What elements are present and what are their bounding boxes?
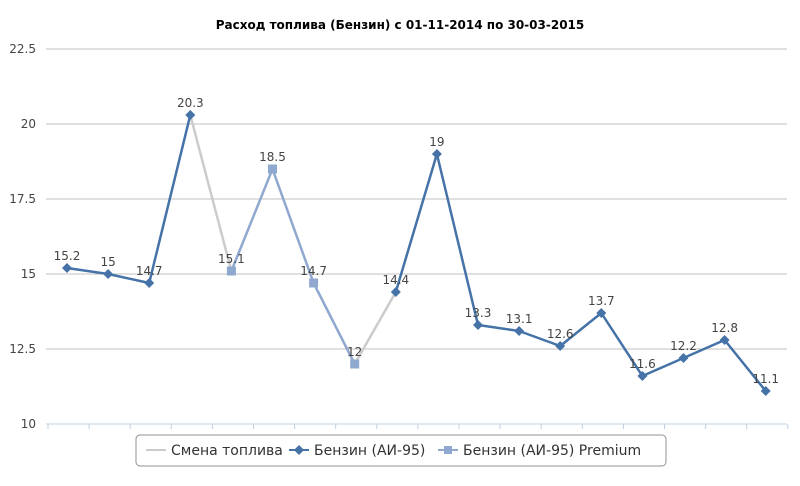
data-point-diamond <box>596 308 607 318</box>
series-lines <box>66 114 767 392</box>
data-point-square <box>268 164 277 174</box>
data-label: 15.2 <box>54 249 81 263</box>
data-point-diamond <box>185 110 196 120</box>
data-point-diamond <box>719 335 730 345</box>
square-marker-icon <box>444 446 452 454</box>
data-label: 13.3 <box>465 306 492 320</box>
data-label: 13.7 <box>588 294 615 308</box>
data-label: 14.7 <box>136 264 163 278</box>
y-tick-label: 22.5 <box>9 42 36 56</box>
legend-box <box>135 434 667 467</box>
data-label: 15 <box>100 255 115 269</box>
data-label: 20.3 <box>177 96 204 110</box>
data-point-diamond <box>637 371 648 381</box>
data-point-square <box>309 278 319 288</box>
data-point-diamond <box>678 353 689 363</box>
data-labels: 15.2 15 14.7 20.3 15.1 18.5 14.7 12 14.4 19 13.3 13… <box>54 96 779 386</box>
data-label: 12.8 <box>711 321 738 335</box>
data-label: 19 <box>429 135 444 149</box>
data-label: 13.1 <box>506 312 533 326</box>
y-axis: 10 12.5 15 17.5 20 22.5 <box>9 42 36 431</box>
data-point-square <box>350 359 360 369</box>
data-point-diamond <box>390 287 401 297</box>
data-label: 11.6 <box>629 357 656 371</box>
legend-item-fuel-change[interactable]: Смена топлива <box>146 443 283 459</box>
series-line-2 <box>230 167 356 365</box>
data-point-square <box>226 266 236 276</box>
data-label: 12 <box>347 345 362 359</box>
y-tick-label: 12.5 <box>9 342 36 356</box>
series-markers <box>62 110 771 396</box>
diamond-marker-icon <box>294 445 304 455</box>
data-label: 15.1 <box>218 252 245 266</box>
series-line-1 <box>394 152 767 392</box>
legend: Смена топлива Бензин (АИ-95) Бензин (АИ-… <box>135 434 667 467</box>
data-point-diamond <box>473 320 483 330</box>
x-axis <box>46 423 789 429</box>
data-label: 14.4 <box>382 273 409 287</box>
legend-item-ai95[interactable]: Бензин (АИ-95) <box>289 443 425 459</box>
data-point-diamond <box>62 263 72 273</box>
data-label: 14.7 <box>300 264 327 278</box>
y-tick-label: 20 <box>21 117 36 131</box>
legend-label-ai95: Бензин (АИ-95) <box>314 443 425 459</box>
series-line-1 <box>66 114 192 285</box>
data-label: 12.6 <box>547 327 574 341</box>
data-label: 11.1 <box>752 372 779 386</box>
grid-lines <box>46 48 787 350</box>
data-point-diamond <box>103 269 114 279</box>
data-label: 18.5 <box>259 150 286 164</box>
data-point-diamond <box>555 341 566 351</box>
y-tick-label: 10 <box>21 417 36 431</box>
legend-label-ai95-premium: Бензин (АИ-95) Premium <box>463 443 641 459</box>
y-tick-label: 17.5 <box>9 192 36 206</box>
y-tick-label: 15 <box>21 267 36 281</box>
series-line-0 <box>353 291 397 365</box>
legend-item-ai95-premium[interactable]: Бензин (АИ-95) Premium <box>438 443 641 459</box>
chart-title: Расход топлива (Бензин) с 01-11-2014 по … <box>216 18 585 32</box>
data-point-diamond <box>514 326 525 336</box>
data-label: 12.2 <box>670 339 697 353</box>
legend-label-fuel-change: Смена топлива <box>171 443 283 459</box>
data-point-diamond <box>144 278 155 288</box>
data-point-diamond <box>431 149 442 159</box>
data-point-diamond <box>760 386 771 396</box>
series-line-0 <box>189 114 233 272</box>
